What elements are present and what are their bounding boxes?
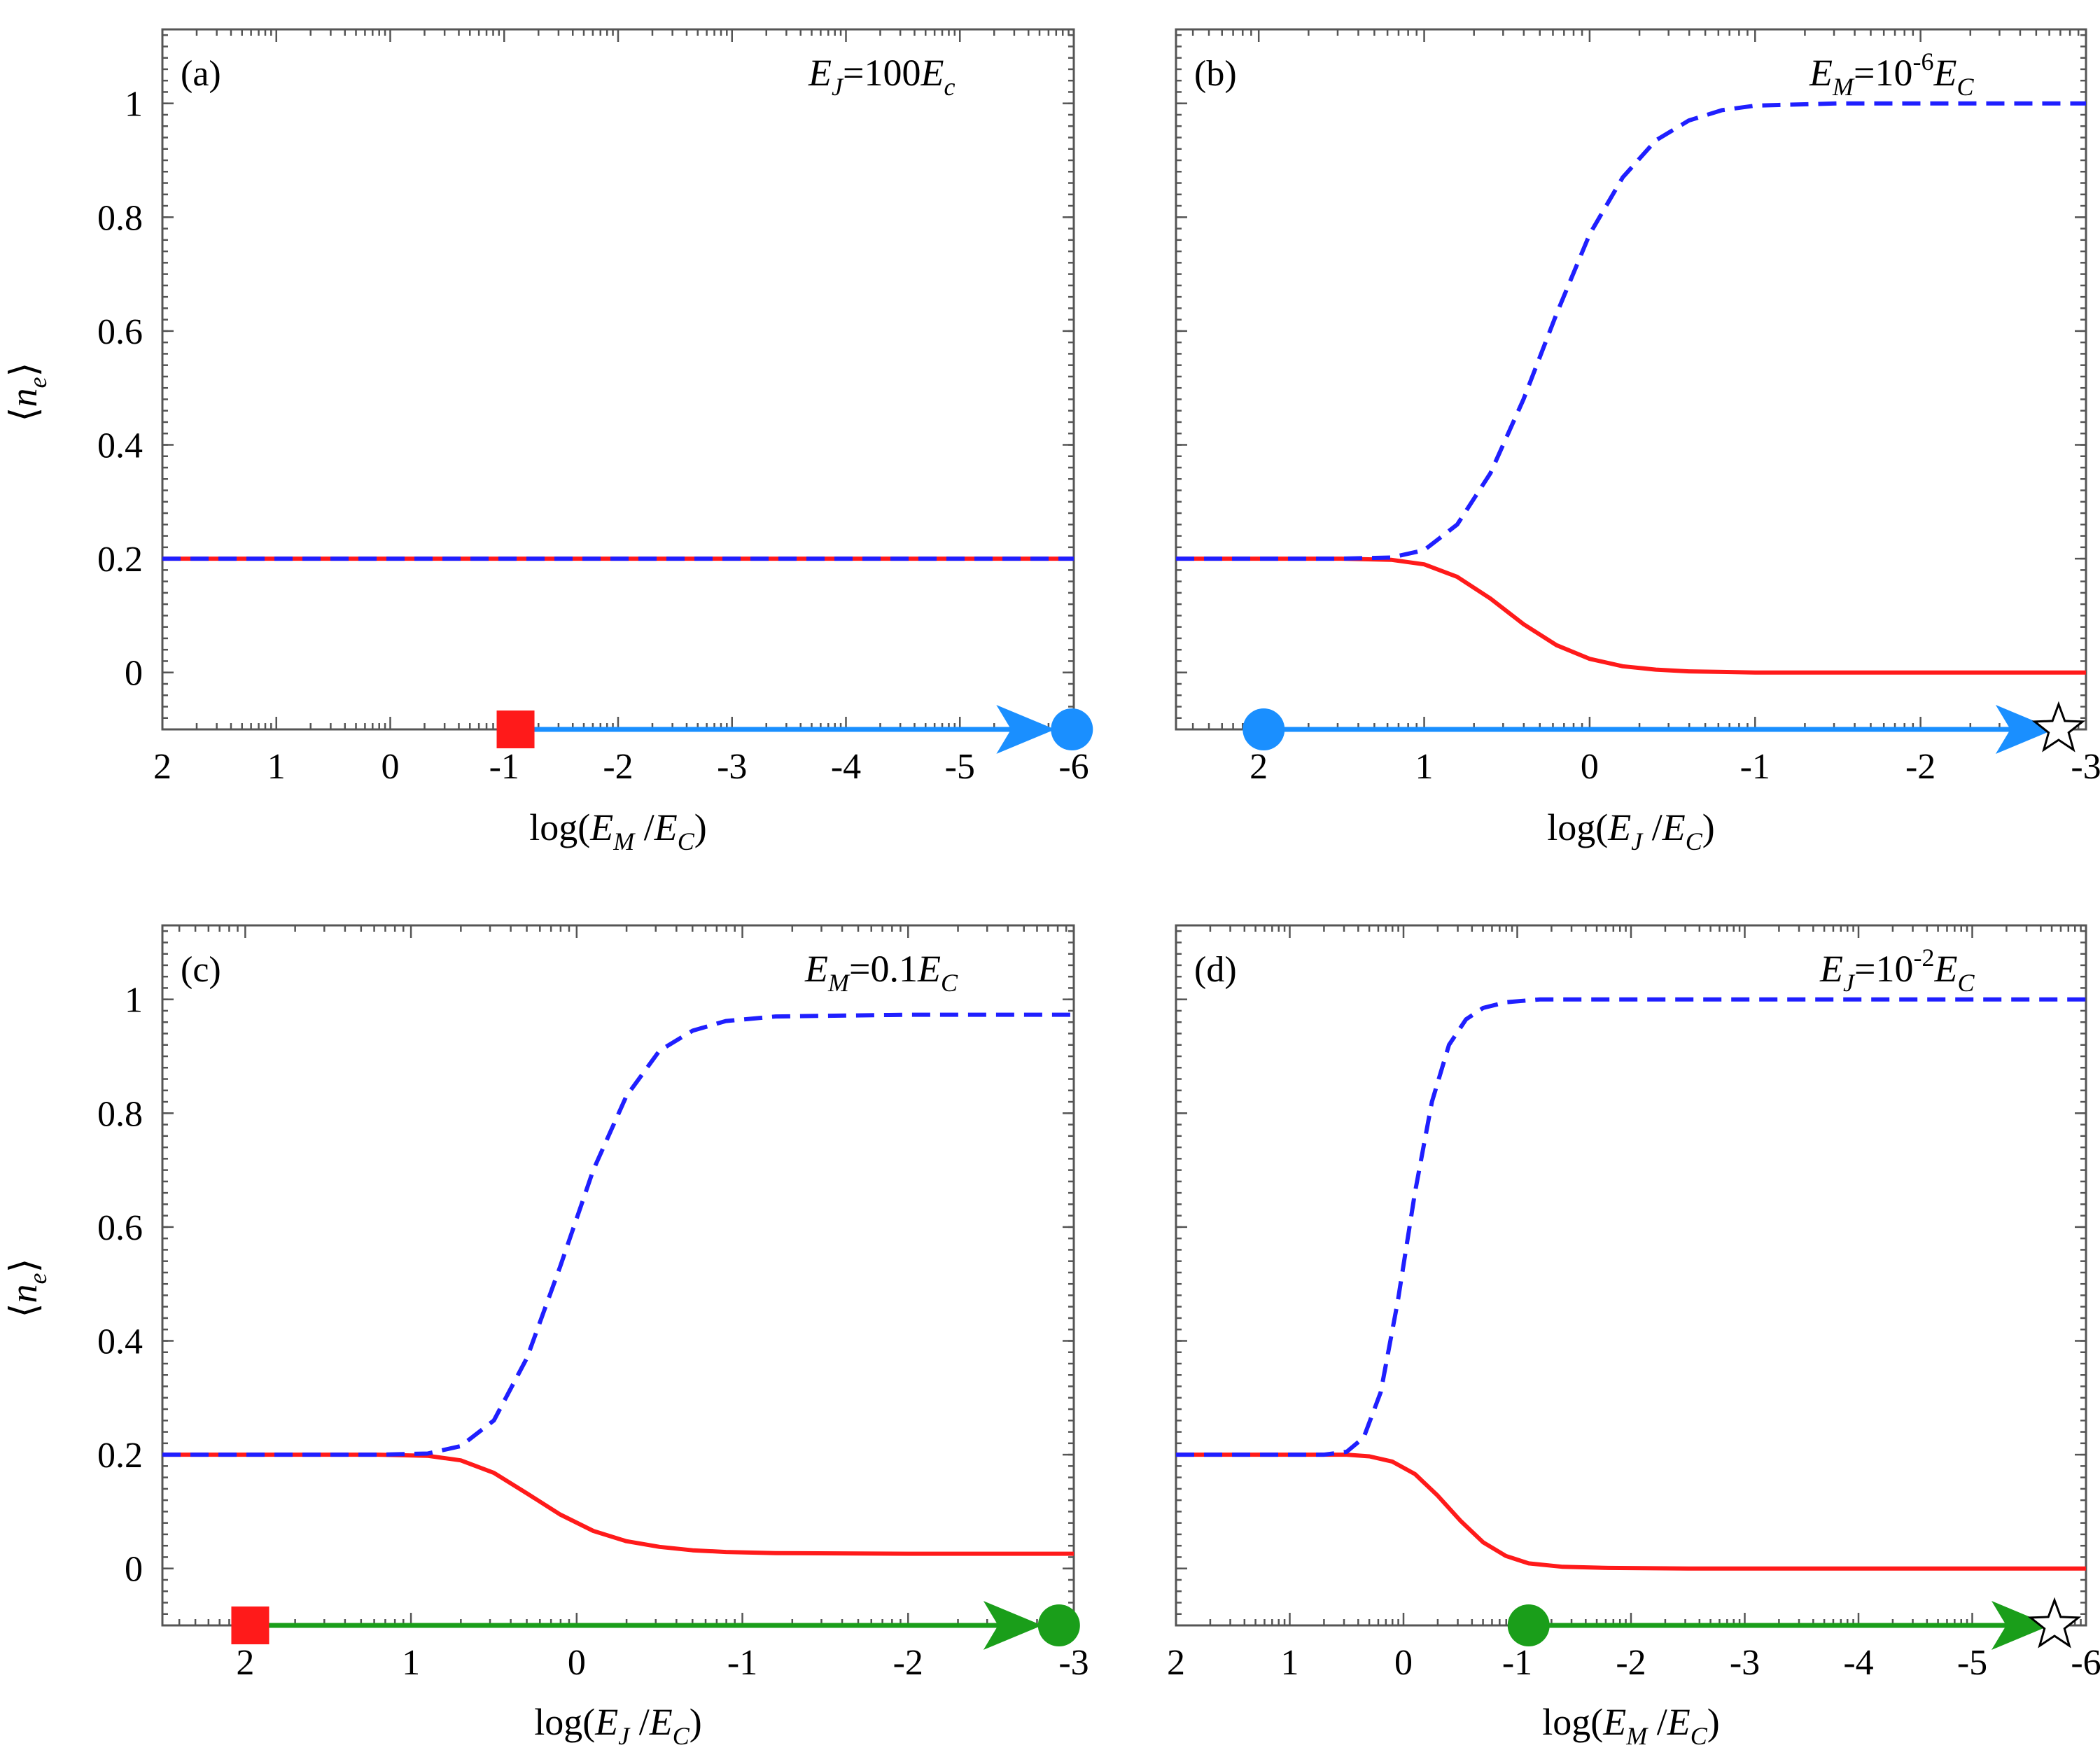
x-tick-label: -3: [2071, 747, 2100, 787]
panel-label: (d): [1194, 950, 1237, 990]
x-tick-label: 1: [402, 1643, 420, 1683]
series-blue-dashed: [1176, 997, 2086, 1457]
y-tick-label: 0.2: [97, 1436, 143, 1476]
panel-annotation: EM=10-6EC: [1809, 48, 1974, 101]
x-tick-label: 2: [153, 747, 172, 787]
panel-d: (d) EJ=10-2EC log(EM /EC) 2 1 0 -1 -2 -3 -4 -5 -…: [1167, 924, 2100, 1750]
x-axis-title: log(EJ /EC): [534, 1701, 702, 1750]
circle-marker: [1242, 708, 1285, 750]
axes-frame: [1175, 28, 2087, 731]
panel-label: (c): [181, 950, 221, 990]
y-tick-label: 0.6: [97, 1208, 143, 1248]
x-tick-label: 1: [267, 747, 286, 787]
y-tick-label: 0.6: [97, 312, 143, 352]
panel-label: (a): [181, 54, 221, 94]
start-square-marker: [496, 710, 535, 748]
x-tick-label: -6: [1058, 747, 1088, 787]
panel-annotation: EJ=10-2EC: [1819, 944, 1975, 997]
x-tick-label: -5: [1957, 1643, 1987, 1683]
x-axis-title: log(EM /EC): [1542, 1701, 1720, 1750]
x-tick-label: -3: [1730, 1643, 1760, 1683]
x-tick-label: -2: [603, 747, 633, 787]
x-tick-label: -3: [717, 747, 747, 787]
y-tick-label: 0.4: [97, 1322, 143, 1362]
x-tick-label: -4: [831, 747, 861, 787]
axes-frame: [1175, 924, 2087, 1627]
panel-annotation: EM=0.1EC: [804, 948, 958, 997]
circle-marker: [1051, 708, 1093, 750]
axes-frame: [161, 924, 1075, 1627]
x-tick-label: 2: [236, 1643, 254, 1683]
x-tick-label: -2: [893, 1643, 923, 1683]
x-tick-label: -1: [727, 1643, 757, 1683]
y-tick-label: 0.8: [97, 198, 143, 238]
y-tick-label: 0.8: [97, 1094, 143, 1134]
x-tick-label: 2: [1250, 747, 1268, 787]
x-tick-label: -2: [1905, 747, 1935, 787]
x-tick-label: -6: [2071, 1643, 2100, 1683]
axes-frame: [161, 28, 1075, 731]
x-tick-label: 0: [1394, 1643, 1413, 1683]
y-tick-label: 0.2: [97, 540, 143, 580]
x-tick-label: -1: [489, 747, 519, 787]
x-tick-label: 1: [1415, 747, 1434, 787]
x-tick-label: -4: [1843, 1643, 1873, 1683]
series-blue-dashed: [1176, 101, 2086, 561]
x-axis-title: log(EJ /EC): [1547, 806, 1715, 855]
series-red-solid: [1176, 556, 2086, 675]
panel-c: (c) EM=0.1EC ⟨ne⟩ log(EJ /EC) 0 0.2 0.4 0.6…: [3, 924, 1089, 1750]
y-axis-title: ⟨ne⟩: [3, 362, 52, 421]
x-tick-label: 0: [1581, 747, 1599, 787]
x-tick-label: 1: [1281, 1643, 1299, 1683]
star-marker: [2027, 1597, 2082, 1648]
panel-label: (b): [1194, 54, 1237, 94]
panel-a: (a) EJ=100Ec ⟨ne⟩ log(EM /EC) 0 0.2 0.4 0.6…: [3, 28, 1093, 855]
series-blue-dashed: [162, 1012, 1074, 1457]
x-axis-title: log(EM /EC): [529, 806, 707, 855]
x-tick-label: -5: [945, 747, 975, 787]
circle-marker: [1037, 1604, 1080, 1646]
x-tick-label: -1: [1502, 1643, 1532, 1683]
series-red-solid: [1176, 1452, 2086, 1571]
x-tick-label: -1: [1740, 747, 1770, 787]
circle-marker: [1507, 1604, 1550, 1646]
y-axis-title: ⟨ne⟩: [3, 1258, 52, 1317]
x-tick-label: 0: [382, 747, 400, 787]
y-tick-label: 0: [125, 654, 143, 694]
series-red-solid: [162, 1452, 1074, 1556]
start-square-marker: [231, 1606, 270, 1644]
y-tick-label: 1: [125, 981, 143, 1021]
x-tick-label: -3: [1058, 1643, 1088, 1683]
y-tick-label: 0.4: [97, 426, 143, 465]
x-tick-label: 2: [1167, 1643, 1185, 1683]
x-tick-label: -2: [1616, 1643, 1646, 1683]
panel-b: (b) EM=10-6EC log(EJ /EC) 2 1 0 -1 -2 -3: [1175, 28, 2100, 855]
panel-annotation: EJ=100Ec: [808, 52, 955, 101]
y-tick-label: 0: [125, 1550, 143, 1590]
y-tick-label: 1: [125, 85, 143, 125]
x-tick-label: 0: [568, 1643, 586, 1683]
star-marker: [2031, 701, 2086, 752]
